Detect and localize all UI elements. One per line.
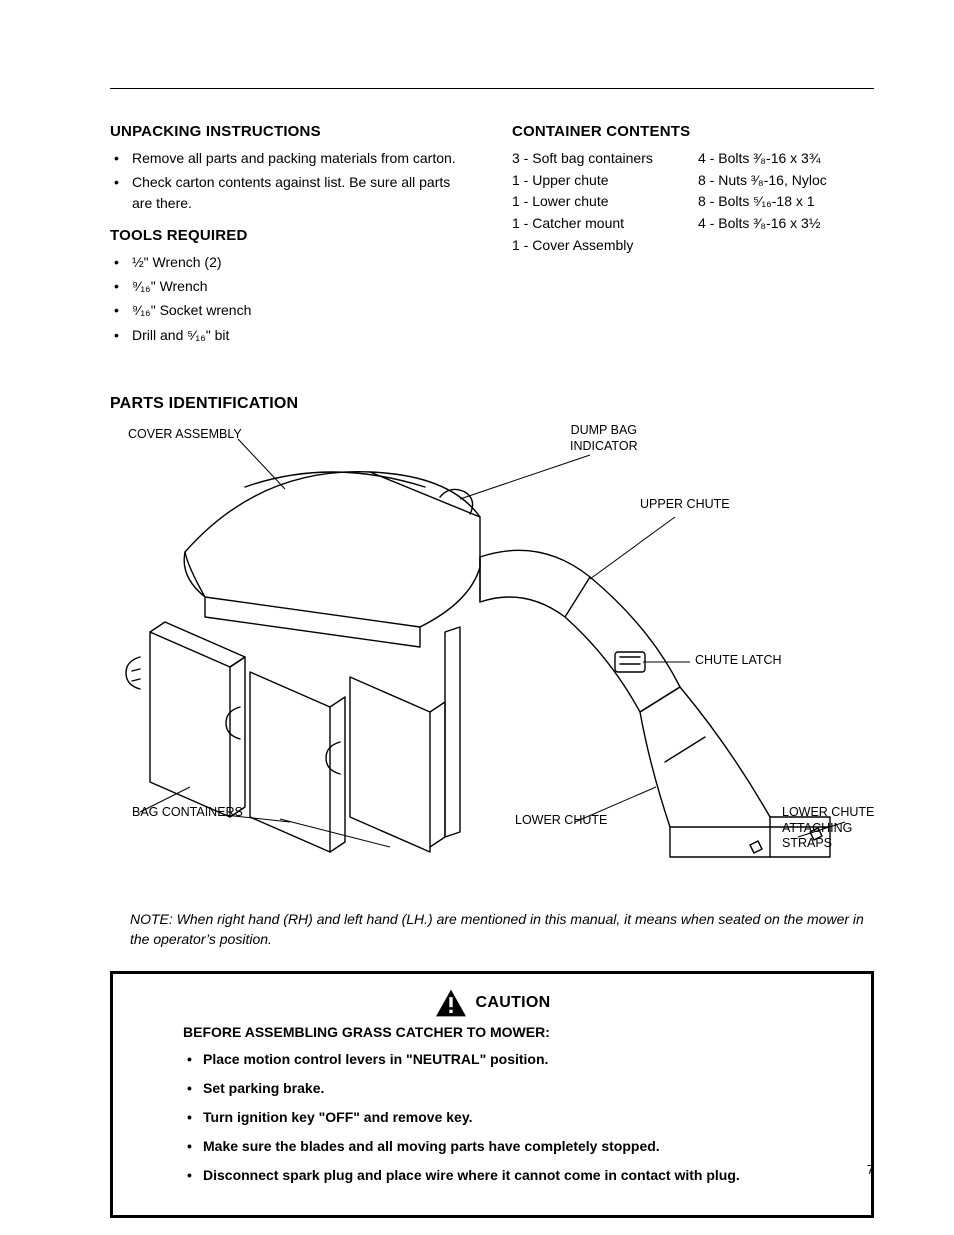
- caution-list: Place motion control levers in "NEUTRAL"…: [183, 1050, 801, 1184]
- caution-title: CAUTION: [476, 994, 551, 1012]
- content-item: 1 - Catcher mount: [512, 213, 688, 235]
- label-lower-chute-straps: LOWER CHUTE ATTACHING STRAPS: [782, 805, 874, 852]
- left-column: UNPACKING INSTRUCTIONS Remove all parts …: [110, 123, 472, 349]
- label-chute-latch: CHUTE LATCH: [695, 653, 782, 669]
- contents-left: 3 - Soft bag containers 1 - Upper chute …: [512, 148, 688, 256]
- divider: [110, 88, 874, 89]
- parts-id-heading: PARTS IDENTIFICATION: [110, 395, 874, 413]
- list-item: Check carton contents against list. Be s…: [132, 172, 472, 213]
- content-item: 8 - Nuts ³⁄₈-16, Nyloc: [698, 170, 874, 192]
- caution-item: Turn ignition key "OFF" and remove key.: [187, 1108, 801, 1127]
- list-item: Drill and ⁵⁄₁₆" bit: [132, 325, 472, 345]
- caution-header: CAUTION: [183, 988, 801, 1018]
- tools-section: TOOLS REQUIRED ½" Wrench (2) ⁹⁄₁₆" Wrenc…: [110, 227, 472, 345]
- content-item: 1 - Cover Assembly: [512, 235, 688, 257]
- caution-box: CAUTION BEFORE ASSEMBLING GRASS CATCHER …: [110, 971, 874, 1217]
- tools-list: ½" Wrench (2) ⁹⁄₁₆" Wrench ⁹⁄₁₆" Socket …: [110, 252, 472, 345]
- content-item: 3 - Soft bag containers: [512, 148, 688, 170]
- label-lower-chute: LOWER CHUTE: [515, 813, 607, 829]
- unpacking-heading: UNPACKING INSTRUCTIONS: [110, 123, 472, 140]
- right-column: CONTAINER CONTENTS 3 - Soft bag containe…: [512, 123, 874, 349]
- caution-item: Make sure the blades and all moving part…: [187, 1137, 801, 1156]
- content-item: 4 - Bolts ³⁄₈-16 x 3½: [698, 213, 874, 235]
- tools-heading: TOOLS REQUIRED: [110, 227, 472, 244]
- caution-subheading: BEFORE ASSEMBLING GRASS CATCHER TO MOWER…: [183, 1024, 801, 1040]
- label-bag-containers: BAG CONTAINERS: [132, 805, 243, 821]
- container-contents-grid: 3 - Soft bag containers 1 - Upper chute …: [512, 148, 874, 256]
- label-dump-bag: DUMP BAG INDICATOR: [570, 423, 638, 454]
- label-cover-assembly: COVER ASSEMBLY: [128, 427, 242, 443]
- list-item: ⁹⁄₁₆" Wrench: [132, 276, 472, 296]
- contents-right: 4 - Bolts ³⁄₈-16 x 3¾ 8 - Nuts ³⁄₈-16, N…: [698, 148, 874, 256]
- container-heading: CONTAINER CONTENTS: [512, 123, 874, 140]
- list-item: ⁹⁄₁₆" Socket wrench: [132, 300, 472, 320]
- note-text: NOTE: When right hand (RH) and left hand…: [110, 910, 874, 949]
- two-column-region: UNPACKING INSTRUCTIONS Remove all parts …: [110, 123, 874, 349]
- content-item: 4 - Bolts ³⁄₈-16 x 3¾: [698, 148, 874, 170]
- label-upper-chute: UPPER CHUTE: [640, 497, 730, 513]
- list-item: ½" Wrench (2): [132, 252, 472, 272]
- manual-page: UNPACKING INSTRUCTIONS Remove all parts …: [0, 0, 954, 1235]
- list-item: Remove all parts and packing materials f…: [132, 148, 472, 168]
- warning-icon: [434, 988, 468, 1018]
- parts-diagram: COVER ASSEMBLY DUMP BAG INDICATOR UPPER …: [110, 417, 870, 882]
- unpacking-list: Remove all parts and packing materials f…: [110, 148, 472, 213]
- caution-item: Set parking brake.: [187, 1079, 801, 1098]
- content-item: 8 - Bolts ⁵⁄₁₆-18 x 1: [698, 191, 874, 213]
- page-number: 7: [867, 1162, 874, 1177]
- caution-item: Disconnect spark plug and place wire whe…: [187, 1166, 801, 1185]
- parts-identification-section: PARTS IDENTIFICATION: [110, 395, 874, 882]
- caution-item: Place motion control levers in "NEUTRAL"…: [187, 1050, 801, 1069]
- content-item: 1 - Upper chute: [512, 170, 688, 192]
- content-item: 1 - Lower chute: [512, 191, 688, 213]
